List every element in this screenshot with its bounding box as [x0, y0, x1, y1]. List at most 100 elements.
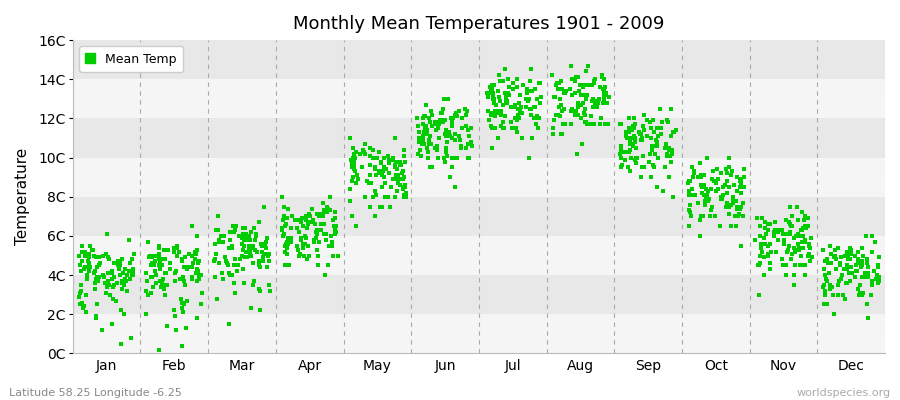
Point	[819, 276, 833, 282]
Point	[762, 221, 777, 227]
Point	[571, 104, 585, 110]
Point	[280, 244, 294, 251]
Point	[429, 146, 444, 153]
Point	[390, 166, 404, 172]
Point	[428, 121, 442, 128]
Point	[187, 256, 202, 263]
Point	[176, 309, 190, 316]
Point	[323, 207, 338, 214]
Point	[711, 176, 725, 182]
Point	[644, 174, 659, 180]
Point	[366, 194, 381, 200]
Point	[276, 213, 291, 220]
Point	[656, 188, 670, 194]
Point	[527, 104, 542, 110]
Point	[823, 242, 837, 249]
Point	[500, 98, 514, 104]
Point	[311, 239, 326, 245]
Point	[552, 80, 566, 86]
Point	[163, 260, 177, 266]
Point	[227, 262, 241, 268]
Point	[596, 100, 610, 106]
Point	[326, 252, 340, 259]
Point	[278, 242, 293, 249]
Point	[854, 264, 868, 270]
Point	[158, 270, 173, 276]
Point	[320, 203, 334, 210]
Point	[550, 80, 564, 86]
Point	[720, 178, 734, 184]
Point	[620, 135, 634, 141]
Point	[711, 186, 725, 192]
Point	[871, 254, 886, 261]
Point	[791, 217, 806, 224]
Point	[152, 266, 166, 272]
Point	[300, 225, 314, 231]
Point	[788, 246, 803, 253]
Point	[797, 213, 812, 220]
Point	[411, 123, 426, 130]
Point	[590, 104, 605, 110]
Point	[157, 286, 171, 292]
Point	[816, 284, 831, 290]
Point	[388, 194, 402, 200]
Point	[73, 301, 87, 308]
Point	[213, 233, 228, 239]
Point	[93, 274, 107, 280]
Point	[193, 258, 207, 265]
Point	[158, 256, 173, 263]
Point	[587, 80, 601, 86]
Point	[545, 125, 560, 132]
Point	[485, 145, 500, 151]
Point	[690, 174, 705, 180]
Point	[93, 260, 107, 266]
Point	[190, 315, 204, 321]
Point	[753, 223, 768, 229]
Point	[462, 154, 476, 161]
Point	[212, 239, 226, 245]
Point	[778, 262, 793, 268]
Point	[651, 133, 665, 139]
Point	[77, 252, 92, 259]
Point	[768, 229, 782, 235]
Point	[261, 250, 275, 257]
Point	[169, 268, 184, 274]
Point	[574, 102, 589, 108]
Point	[645, 143, 660, 149]
Point	[784, 256, 798, 263]
Point	[666, 129, 680, 135]
Point	[425, 164, 439, 171]
Point	[558, 121, 572, 128]
Point	[112, 266, 126, 272]
Point	[835, 272, 850, 278]
Point	[97, 274, 112, 280]
Point	[752, 262, 767, 268]
Point	[414, 152, 428, 159]
Point	[695, 190, 709, 196]
Point	[247, 225, 261, 231]
Point	[783, 229, 797, 235]
Point	[693, 160, 707, 167]
Point	[219, 258, 233, 265]
Point	[771, 227, 786, 233]
Point	[417, 113, 431, 120]
Point	[782, 203, 796, 210]
Point	[753, 244, 768, 251]
Point	[182, 250, 196, 257]
Point	[796, 227, 810, 233]
Point	[80, 276, 94, 282]
Point	[864, 292, 878, 298]
Point	[342, 198, 356, 204]
Point	[596, 86, 610, 92]
Point	[73, 290, 87, 296]
Point	[358, 150, 373, 157]
Point	[593, 84, 608, 90]
Point	[728, 213, 742, 220]
Point	[345, 178, 359, 184]
Point	[389, 158, 403, 165]
Point	[785, 213, 799, 220]
Point	[430, 143, 445, 149]
Point	[704, 186, 718, 192]
Point	[345, 164, 359, 171]
Point	[140, 292, 155, 298]
